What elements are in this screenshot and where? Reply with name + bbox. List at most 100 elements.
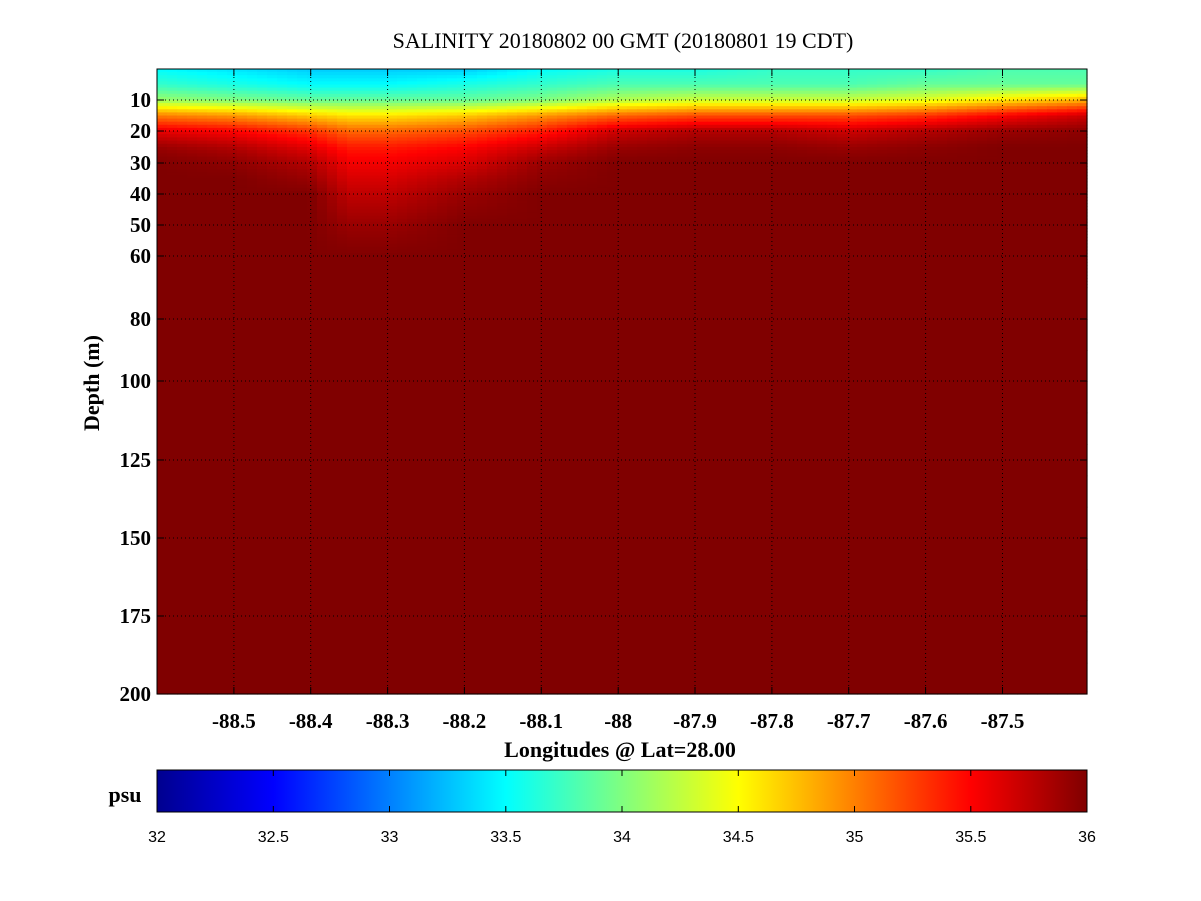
heatmap-cell (407, 131, 418, 135)
heatmap-cell (907, 212, 918, 217)
heatmap-cell (507, 118, 518, 123)
heatmap-cell (657, 178, 668, 183)
heatmap-cell (787, 166, 798, 170)
heatmap-cell (297, 218, 308, 223)
heatmap-cell (307, 209, 318, 214)
heatmap-cell (1067, 75, 1078, 79)
heatmap-cell (417, 78, 428, 82)
heatmap-cell (507, 166, 518, 170)
heatmap-cell (427, 87, 438, 92)
heatmap-cell (817, 127, 828, 132)
heatmap-cell (1077, 203, 1088, 207)
heatmap-cell (787, 212, 798, 217)
heatmap-cell (967, 106, 978, 110)
heatmap-cell (967, 87, 978, 92)
heatmap-cell (1047, 169, 1058, 173)
heatmap-cell (647, 87, 658, 92)
heatmap-cell (427, 75, 438, 79)
heatmap-cell (797, 69, 808, 73)
heatmap-cell (267, 140, 278, 145)
heatmap-cell (1007, 103, 1018, 107)
heatmap-cell (187, 106, 198, 110)
heatmap-cell (267, 96, 278, 101)
heatmap-cell (317, 121, 328, 126)
heatmap-cell (447, 124, 458, 129)
heatmap-cell (807, 190, 818, 195)
heatmap-cell (737, 159, 748, 164)
heatmap-cell (317, 212, 328, 217)
heatmap-cell (437, 172, 448, 176)
heatmap-cell (627, 81, 638, 86)
heatmap-cell (637, 203, 648, 207)
heatmap-cell (407, 150, 418, 154)
heatmap-cell (577, 134, 588, 138)
heatmap-cell (797, 203, 808, 207)
heatmap-cell (677, 184, 688, 189)
heatmap-cell (967, 181, 978, 186)
heatmap-cell (217, 234, 228, 238)
heatmap-cell (507, 163, 518, 167)
heatmap-cell (1067, 96, 1078, 101)
heatmap-cell (257, 169, 268, 173)
heatmap-cell (937, 93, 948, 98)
heatmap-cell (507, 87, 518, 92)
heatmap-cell (507, 127, 518, 132)
heatmap-cell (987, 156, 998, 161)
heatmap-cell (977, 134, 988, 138)
heatmap-cell (187, 109, 198, 113)
heatmap-cell (887, 209, 898, 214)
heatmap-cell (947, 228, 958, 232)
heatmap-cell (817, 118, 828, 123)
heatmap-cell (257, 194, 268, 198)
heatmap-cell (527, 184, 538, 189)
heatmap-cell (507, 181, 518, 186)
heatmap-cell (907, 143, 918, 148)
heatmap-cell (337, 96, 348, 101)
heatmap-cell (437, 112, 448, 117)
heatmap-cell (477, 190, 488, 195)
heatmap-cell (247, 234, 258, 238)
heatmap-cell (597, 84, 608, 89)
heatmap-cell (517, 231, 528, 235)
heatmap-cell (757, 225, 768, 229)
heatmap-cell (167, 93, 178, 98)
heatmap-cell (907, 175, 918, 180)
heatmap-cell (487, 118, 498, 123)
heatmap-cell (717, 81, 728, 86)
heatmap-cell (1067, 169, 1078, 173)
heatmap-cell (997, 121, 1008, 126)
heatmap-cell (277, 75, 288, 79)
heatmap-cell (1047, 72, 1058, 76)
heatmap-cell (777, 178, 788, 183)
heatmap-cell (327, 209, 338, 214)
heatmap-cell (227, 159, 238, 164)
heatmap-cell (297, 93, 308, 98)
heatmap-cell (937, 187, 948, 192)
heatmap-cell (887, 197, 898, 201)
heatmap-cell (307, 90, 318, 95)
heatmap-cell (447, 69, 458, 73)
heatmap-cell (457, 69, 468, 73)
heatmap-cell (597, 209, 608, 214)
heatmap-cell (347, 131, 358, 135)
heatmap-cell (487, 228, 498, 232)
heatmap-cell (927, 140, 938, 145)
heatmap-cell (197, 172, 208, 176)
heatmap-cell (887, 69, 898, 73)
heatmap-cell (997, 169, 1008, 173)
heatmap-cell (547, 206, 558, 211)
heatmap-cell (577, 72, 588, 76)
heatmap-cell (817, 115, 828, 120)
heatmap-cell (287, 218, 298, 223)
heatmap-cell (757, 172, 768, 176)
heatmap-cell (267, 212, 278, 217)
heatmap-cell (787, 231, 798, 235)
heatmap-cell (317, 75, 328, 79)
heatmap-cell (687, 147, 698, 151)
heatmap-cell (907, 218, 918, 223)
heatmap-cell (557, 181, 568, 186)
heatmap-cell (397, 166, 408, 170)
heatmap-cell (877, 175, 888, 180)
heatmap-cell (187, 81, 198, 86)
heatmap-cell (207, 206, 218, 211)
